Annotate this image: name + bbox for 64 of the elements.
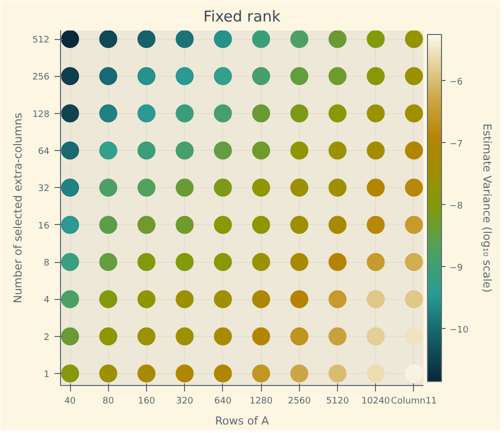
x-tick-label: 2560 [288,396,312,406]
point [404,290,423,308]
y-tick-label: 4 [44,296,50,306]
point [366,253,385,272]
point [176,253,194,272]
point [404,30,423,48]
x-tick-label: 80 [102,396,114,406]
color-bar-label: −7 [450,139,463,150]
color-bar-label: −10 [450,325,469,336]
y-tick-label: 16 [38,221,50,232]
point [61,67,80,86]
point [404,178,423,197]
point [404,253,423,272]
y-tick-label: 32 [38,184,50,194]
y-tick-label: 128 [32,110,50,120]
point [252,364,270,383]
point [404,364,423,383]
point [176,216,194,234]
y-tick-label: 8 [44,258,50,269]
point [137,216,156,234]
y-tick-label: 2 [44,332,50,343]
y-tick-label: 64 [38,147,50,158]
y-tick-label: 256 [32,72,50,83]
point [137,178,156,197]
x-tick-label: 40 [64,396,76,406]
point [404,327,423,346]
x-tick-label: 5120 [326,396,350,406]
point [366,364,385,383]
x-tick-label: 1280 [250,396,273,406]
x-tick-label: 320 [176,396,194,406]
point [404,216,423,234]
point [214,364,232,383]
point [290,327,308,346]
point [214,327,232,346]
point [176,30,194,48]
point [366,142,385,160]
point [137,30,156,48]
color-bar-label: −8 [450,201,464,212]
point [61,253,80,272]
x-tick-label: 10240 [361,396,390,406]
point [61,30,80,48]
point [137,253,156,272]
point [366,327,385,346]
x-tick-label: 640 [214,396,232,406]
point [328,290,347,308]
point [328,327,347,346]
chart-title: Fixed rank [203,8,281,26]
y-axis-title: Number of selected extra-columns [11,112,24,304]
point [328,364,347,383]
point [366,290,385,308]
x-tick-label: Column11 [390,396,437,406]
x-tick-label: 160 [138,396,156,406]
y-tick-label: 1 [44,370,50,380]
point [252,290,270,308]
color-bar-label: −6 [450,77,464,88]
y-tick-label: 512 [32,36,50,46]
point [176,364,194,383]
point [99,30,118,48]
color-bar-label: −9 [450,263,464,274]
color-bar-title: Estimate Variance (log₁₀ scale) [480,123,494,293]
point [290,364,308,383]
point [61,104,80,122]
x-axis-title: Rows of A [215,414,270,428]
point [99,216,118,234]
